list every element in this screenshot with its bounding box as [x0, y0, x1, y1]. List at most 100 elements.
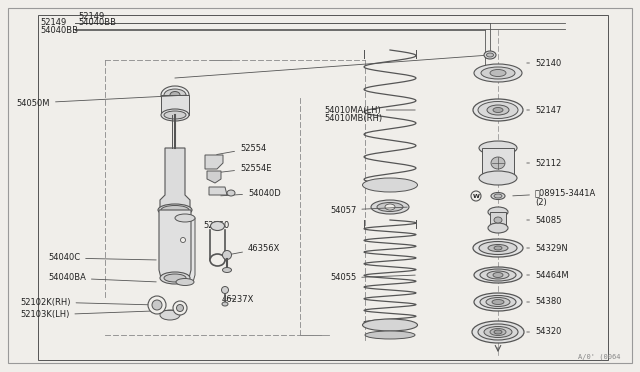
Text: 52554E: 52554E	[217, 164, 271, 173]
Ellipse shape	[494, 194, 502, 198]
Ellipse shape	[223, 250, 232, 260]
Ellipse shape	[487, 105, 509, 115]
Text: 52147: 52147	[527, 106, 561, 115]
Polygon shape	[159, 210, 191, 278]
Ellipse shape	[491, 157, 505, 169]
Ellipse shape	[491, 192, 505, 199]
Ellipse shape	[479, 171, 517, 185]
Ellipse shape	[480, 295, 516, 308]
Text: Ⓦ08915-3441A: Ⓦ08915-3441A	[513, 189, 596, 198]
Text: 46356X: 46356X	[230, 244, 280, 254]
Ellipse shape	[161, 109, 189, 121]
Ellipse shape	[362, 319, 417, 331]
Ellipse shape	[160, 272, 190, 284]
Ellipse shape	[377, 202, 403, 212]
Ellipse shape	[488, 244, 508, 251]
Ellipse shape	[170, 92, 180, 99]
Ellipse shape	[222, 302, 228, 306]
Ellipse shape	[161, 86, 189, 104]
Ellipse shape	[175, 214, 195, 222]
Ellipse shape	[488, 207, 508, 217]
Ellipse shape	[488, 223, 508, 233]
Ellipse shape	[490, 328, 506, 336]
Ellipse shape	[180, 237, 186, 243]
Ellipse shape	[223, 267, 232, 273]
Ellipse shape	[161, 205, 189, 215]
Text: 54057: 54057	[330, 205, 407, 215]
Ellipse shape	[493, 108, 503, 112]
Bar	[161, 95, 189, 115]
Ellipse shape	[371, 200, 409, 214]
Ellipse shape	[478, 102, 518, 119]
Ellipse shape	[471, 191, 481, 201]
Ellipse shape	[490, 70, 506, 77]
Text: 52140: 52140	[527, 58, 561, 67]
Ellipse shape	[177, 305, 184, 311]
Ellipse shape	[487, 271, 509, 279]
Ellipse shape	[385, 204, 395, 210]
Ellipse shape	[173, 301, 187, 315]
Text: 54320: 54320	[527, 327, 561, 337]
Text: 54040C: 54040C	[48, 253, 156, 263]
Polygon shape	[207, 171, 221, 183]
Ellipse shape	[486, 53, 493, 57]
Ellipse shape	[481, 67, 515, 79]
Ellipse shape	[484, 51, 496, 59]
Text: 54040BB: 54040BB	[78, 18, 116, 27]
Ellipse shape	[472, 321, 524, 343]
Text: 52102K(RH): 52102K(RH)	[20, 298, 154, 307]
Ellipse shape	[479, 141, 517, 155]
Ellipse shape	[492, 299, 504, 305]
Ellipse shape	[365, 331, 415, 339]
Ellipse shape	[474, 64, 522, 82]
Ellipse shape	[484, 327, 512, 337]
Text: 52103K(LH): 52103K(LH)	[20, 310, 177, 320]
Text: 46237X: 46237X	[222, 295, 254, 305]
Ellipse shape	[152, 300, 162, 310]
Ellipse shape	[493, 273, 503, 278]
Ellipse shape	[176, 279, 194, 285]
Ellipse shape	[362, 178, 417, 192]
Bar	[482, 148, 514, 178]
Ellipse shape	[148, 296, 166, 314]
Polygon shape	[160, 148, 190, 210]
Bar	[38, 15, 608, 360]
Text: (2): (2)	[535, 198, 547, 206]
Ellipse shape	[164, 111, 186, 119]
Ellipse shape	[480, 269, 516, 281]
Ellipse shape	[474, 267, 522, 283]
Polygon shape	[175, 218, 195, 282]
Ellipse shape	[164, 274, 186, 282]
Ellipse shape	[211, 221, 225, 231]
Text: 54055: 54055	[330, 273, 415, 282]
Text: 54050M: 54050M	[17, 95, 186, 108]
Text: 52554: 52554	[217, 144, 266, 154]
Text: 54010MB(RH): 54010MB(RH)	[324, 113, 382, 122]
Polygon shape	[205, 155, 223, 169]
Text: 54040BA: 54040BA	[48, 273, 156, 282]
Text: 54010MA(LH): 54010MA(LH)	[324, 106, 415, 115]
Polygon shape	[209, 187, 227, 195]
Text: 54380: 54380	[527, 298, 561, 307]
Text: 52112: 52112	[527, 158, 561, 167]
Ellipse shape	[474, 293, 522, 311]
Ellipse shape	[494, 330, 502, 334]
Text: A/0' (0064: A/0' (0064	[577, 353, 620, 360]
Ellipse shape	[164, 89, 186, 101]
Text: 54464M: 54464M	[527, 270, 568, 279]
Text: 54085: 54085	[527, 215, 561, 224]
Ellipse shape	[486, 298, 510, 307]
Ellipse shape	[210, 254, 225, 266]
Text: 52149: 52149	[40, 17, 67, 26]
Text: 54040D: 54040D	[221, 189, 281, 198]
Ellipse shape	[158, 204, 192, 216]
Ellipse shape	[473, 239, 523, 257]
Text: 52149: 52149	[78, 12, 104, 21]
Text: 54329N: 54329N	[527, 244, 568, 253]
Ellipse shape	[479, 241, 517, 254]
Ellipse shape	[494, 217, 502, 223]
Ellipse shape	[160, 310, 180, 320]
Text: 54040BB: 54040BB	[40, 26, 78, 35]
Text: 52550: 52550	[203, 221, 229, 230]
Bar	[490, 212, 506, 228]
